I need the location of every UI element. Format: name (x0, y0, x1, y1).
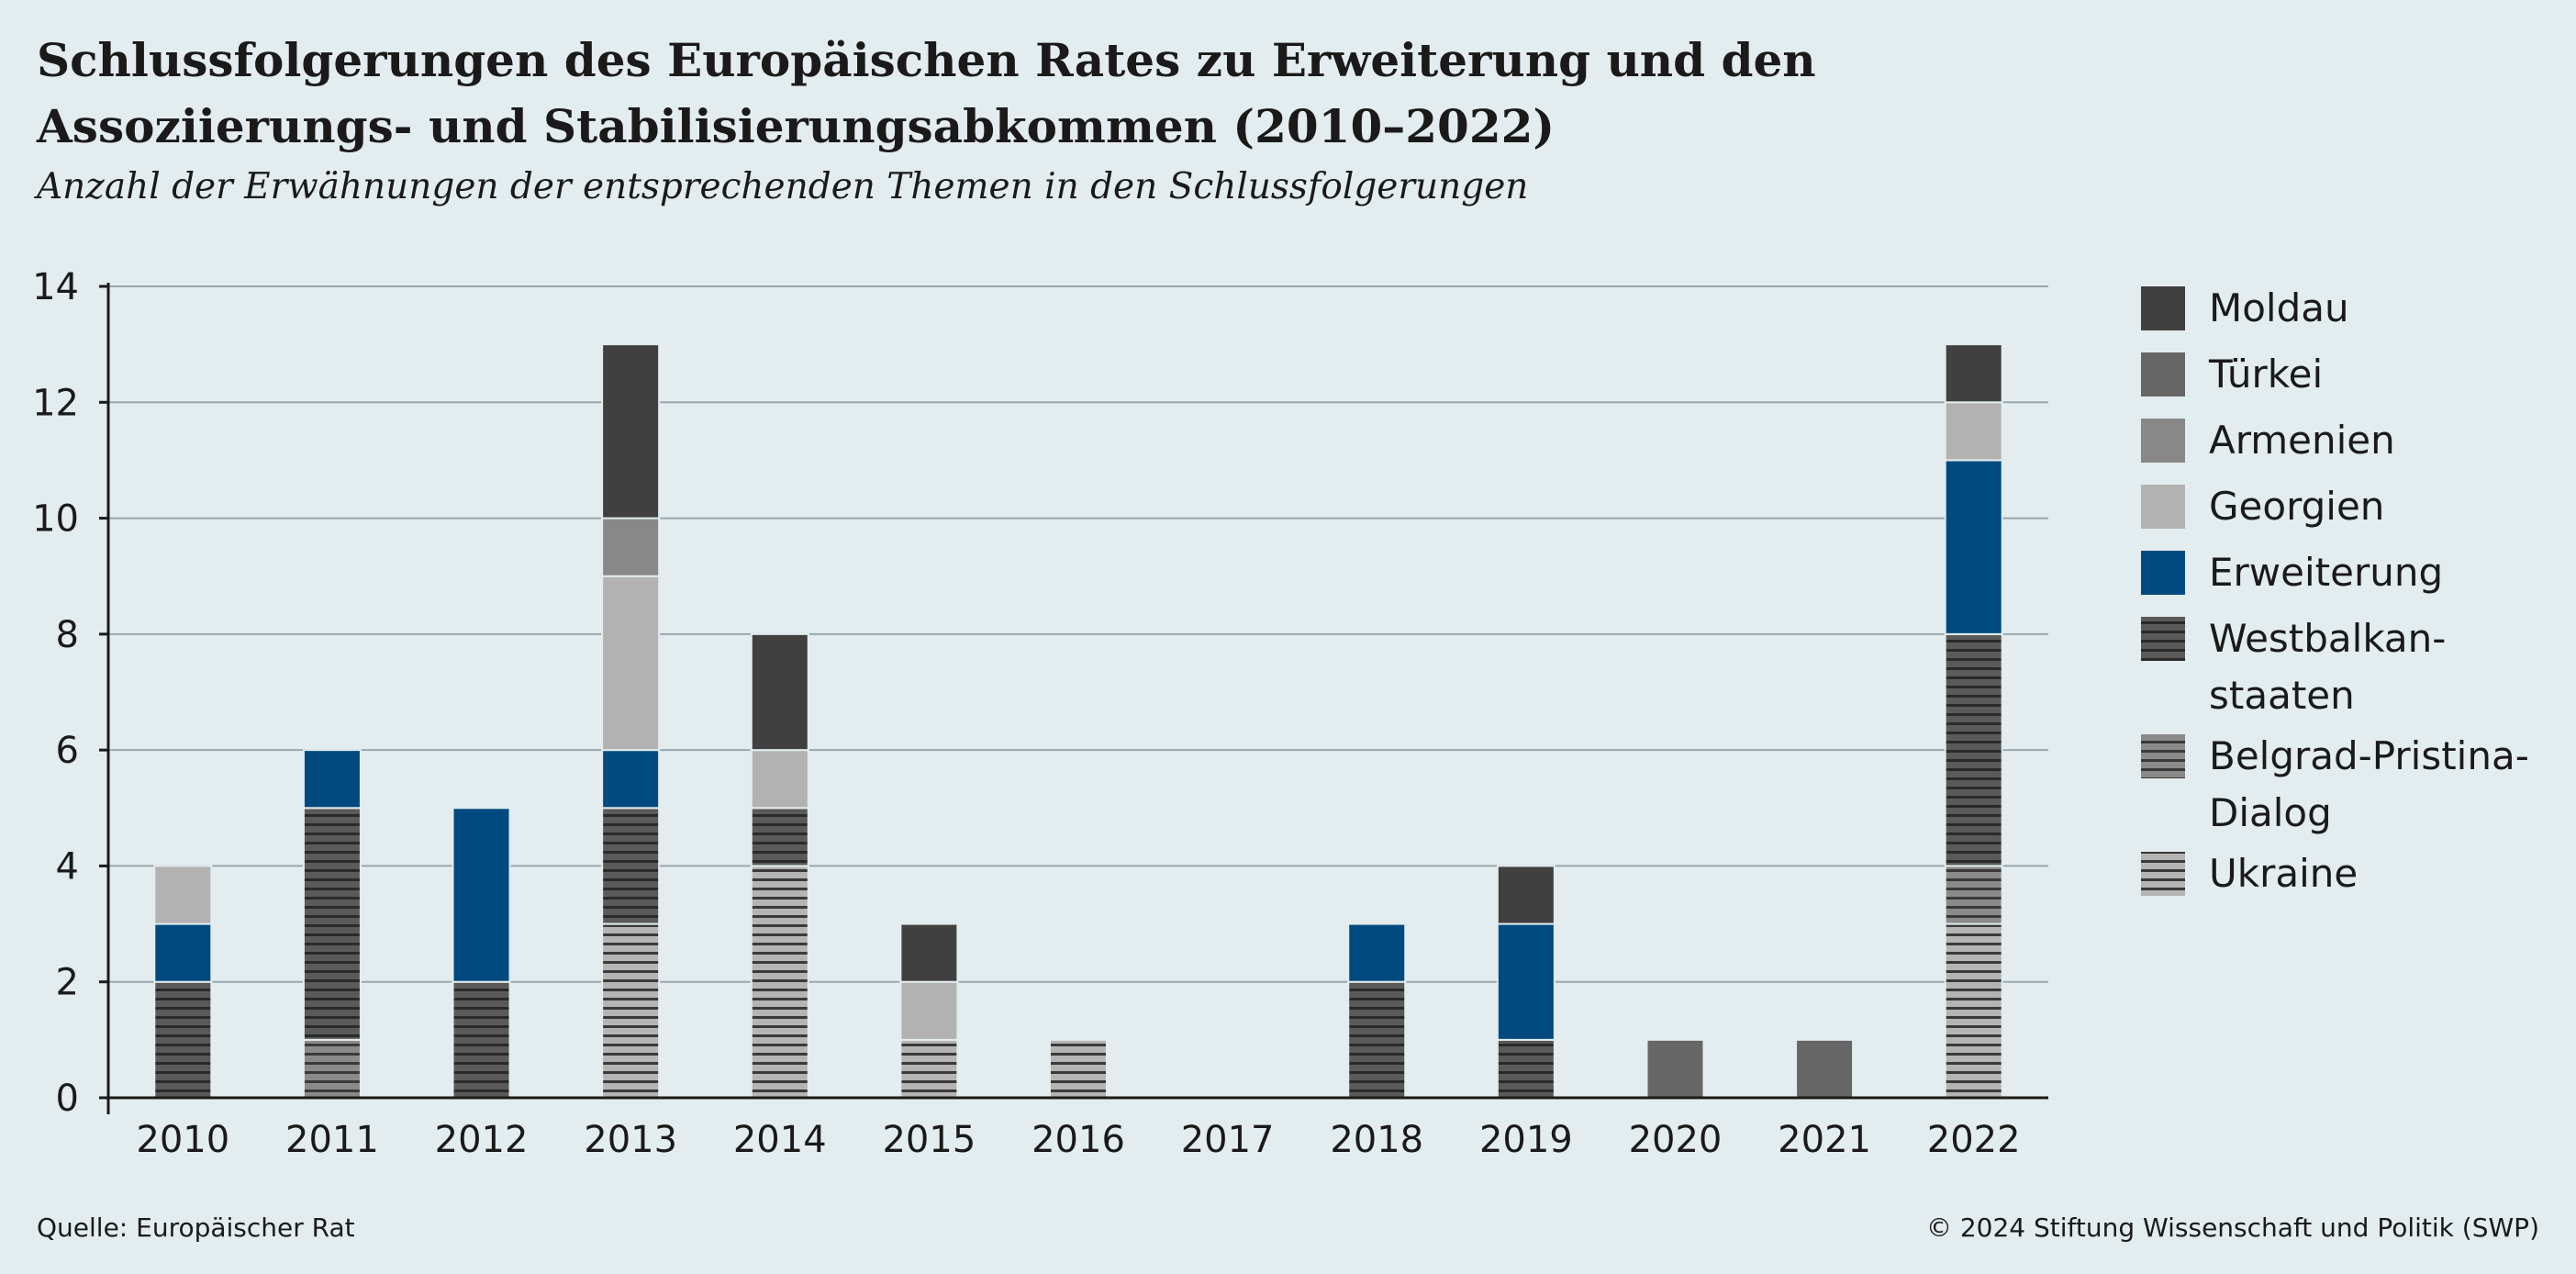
bar-segment-westbalkanstaaten-2013 (601, 807, 661, 925)
y-tick-label: 12 (32, 382, 79, 424)
legend-swatch-armenien (2141, 419, 2185, 463)
legend: Moldau Türkei Armenien Georgien Erweiterung W… (2141, 285, 2529, 896)
bar-segment-moldau-2019 (1496, 865, 1556, 925)
bar-segment-ukraine-2016 (1049, 1038, 1108, 1100)
bar-segment-moldau-2014 (750, 632, 809, 752)
bar-segment-westbalkanstaaten-2014 (750, 807, 809, 867)
bar-segment-ukraine-2013 (601, 922, 661, 1099)
bar-segment-westbalkanstaaten-2012 (452, 980, 511, 1099)
bar-segment-moldau-2022 (1944, 343, 2003, 404)
x-tick-label: 2021 (1778, 1119, 1871, 1161)
bar-segment-erweiterung-2012 (452, 807, 511, 983)
bar-segment-t-rkei-2020 (1645, 1038, 1705, 1100)
bar-segment-erweiterung-2010 (153, 922, 213, 983)
legend-label-westbalkanstaaten: staaten (2209, 673, 2355, 718)
axes (99, 283, 2048, 1114)
legend-label-georgien: Georgien (2209, 484, 2384, 529)
bar-segment-georgien-2015 (899, 980, 959, 1041)
bars (153, 343, 2003, 1100)
legend-swatch-ukraine (2141, 852, 2185, 896)
bar-segment-westbalkanstaaten-2018 (1347, 980, 1407, 1099)
bar-segment-westbalkanstaaten-2011 (302, 807, 362, 1041)
legend-label-t-rkei: Türkei (2208, 352, 2323, 397)
bar-segment-belgrad-pristina-dialog-2011 (302, 1038, 362, 1100)
bar-segment-ukraine-2014 (750, 865, 809, 1100)
bar-segment-georgien-2010 (153, 865, 213, 925)
bar-segment-moldau-2015 (899, 922, 959, 983)
legend-swatch-belgrad-pristina-dialog (2141, 734, 2185, 778)
bar-segment-georgien-2014 (750, 749, 809, 810)
y-tick-label: 14 (32, 266, 79, 308)
bar-segment-westbalkanstaaten-2022 (1944, 632, 2003, 867)
x-tick-label: 2020 (1629, 1119, 1723, 1161)
legend-label-moldau: Moldau (2209, 285, 2349, 330)
bar-segment-erweiterung-2019 (1496, 922, 1556, 1041)
y-tick-label: 6 (56, 730, 79, 772)
legend-label-westbalkanstaaten: Westbalkan- (2209, 616, 2446, 661)
chart-title: Schlussfolgerungen des Europäischen Rate… (37, 33, 1816, 153)
bar-segment-georgien-2013 (601, 575, 661, 752)
legend-swatch-t-rkei (2141, 352, 2185, 397)
y-tick-label: 0 (56, 1078, 79, 1120)
y-tick-label: 10 (32, 498, 79, 541)
bar-segment-ukraine-2022 (1944, 922, 2003, 1099)
legend-swatch-georgien (2141, 485, 2185, 529)
x-tick-label: 2010 (136, 1119, 229, 1161)
x-axis-tick-labels: 2010 2011 2012 2013 2014 2015 2016 2017 2018 2019… (136, 1119, 2020, 1161)
legend-label-erweiterung: Erweiterung (2209, 550, 2443, 595)
x-tick-label: 2012 (435, 1119, 529, 1161)
bar-segment-westbalkanstaaten-2019 (1496, 1038, 1556, 1100)
x-tick-label: 2022 (1927, 1119, 2021, 1161)
legend-label-belgrad-pristina-dialog: Dialog (2209, 790, 2332, 835)
x-tick-label: 2015 (882, 1119, 976, 1161)
x-tick-label: 2018 (1330, 1119, 1423, 1161)
x-tick-label: 2017 (1181, 1119, 1275, 1161)
x-tick-label: 2019 (1479, 1119, 1573, 1161)
legend-swatch-westbalkanstaaten (2141, 617, 2185, 661)
bar-segment-erweiterung-2018 (1347, 922, 1407, 983)
legend-swatch-erweiterung (2141, 551, 2185, 595)
bar-segment-belgrad-pristina-dialog-2022 (1944, 865, 2003, 925)
bar-segment-ukraine-2015 (899, 1038, 959, 1100)
bar-segment-erweiterung-2013 (601, 749, 661, 810)
x-tick-label: 2014 (733, 1119, 827, 1161)
x-tick-label: 2011 (285, 1119, 379, 1161)
y-axis-tick-labels: 0 2 4 6 8 10 12 14 (32, 266, 79, 1120)
grid-lines (108, 285, 2048, 983)
legend-swatch-moldau (2141, 286, 2185, 330)
source-note: Quelle: Europäischer Rat (37, 1213, 355, 1243)
y-tick-label: 8 (56, 614, 79, 656)
x-tick-label: 2016 (1032, 1119, 1125, 1161)
bar-segment-armenien-2013 (601, 517, 661, 577)
legend-label-armenien: Armenien (2209, 418, 2395, 463)
legend-label-belgrad-pristina-dialog: Belgrad-Pristina- (2209, 733, 2529, 778)
bar-segment-moldau-2013 (601, 343, 661, 520)
chart-subtitle: Anzahl der Erwähnungen der entsprechende… (37, 166, 1529, 207)
bar-segment-erweiterung-2022 (1944, 459, 2003, 635)
legend-label-ukraine: Ukraine (2209, 851, 2358, 896)
copyright-note: © 2024 Stiftung Wissenschaft und Politik… (1925, 1213, 2539, 1243)
x-tick-label: 2013 (584, 1119, 677, 1161)
y-tick-label: 4 (56, 845, 79, 888)
bar-segment-t-rkei-2021 (1795, 1038, 1855, 1100)
bar-segment-westbalkanstaaten-2010 (153, 980, 213, 1099)
y-tick-label: 2 (56, 962, 79, 1004)
stacked-bar-chart: 0 2 4 6 8 10 12 14 2010 2011 2012 2013 2014 2015 2016… (32, 266, 2529, 1161)
bar-segment-georgien-2022 (1944, 401, 2003, 462)
bar-segment-erweiterung-2011 (302, 749, 362, 810)
